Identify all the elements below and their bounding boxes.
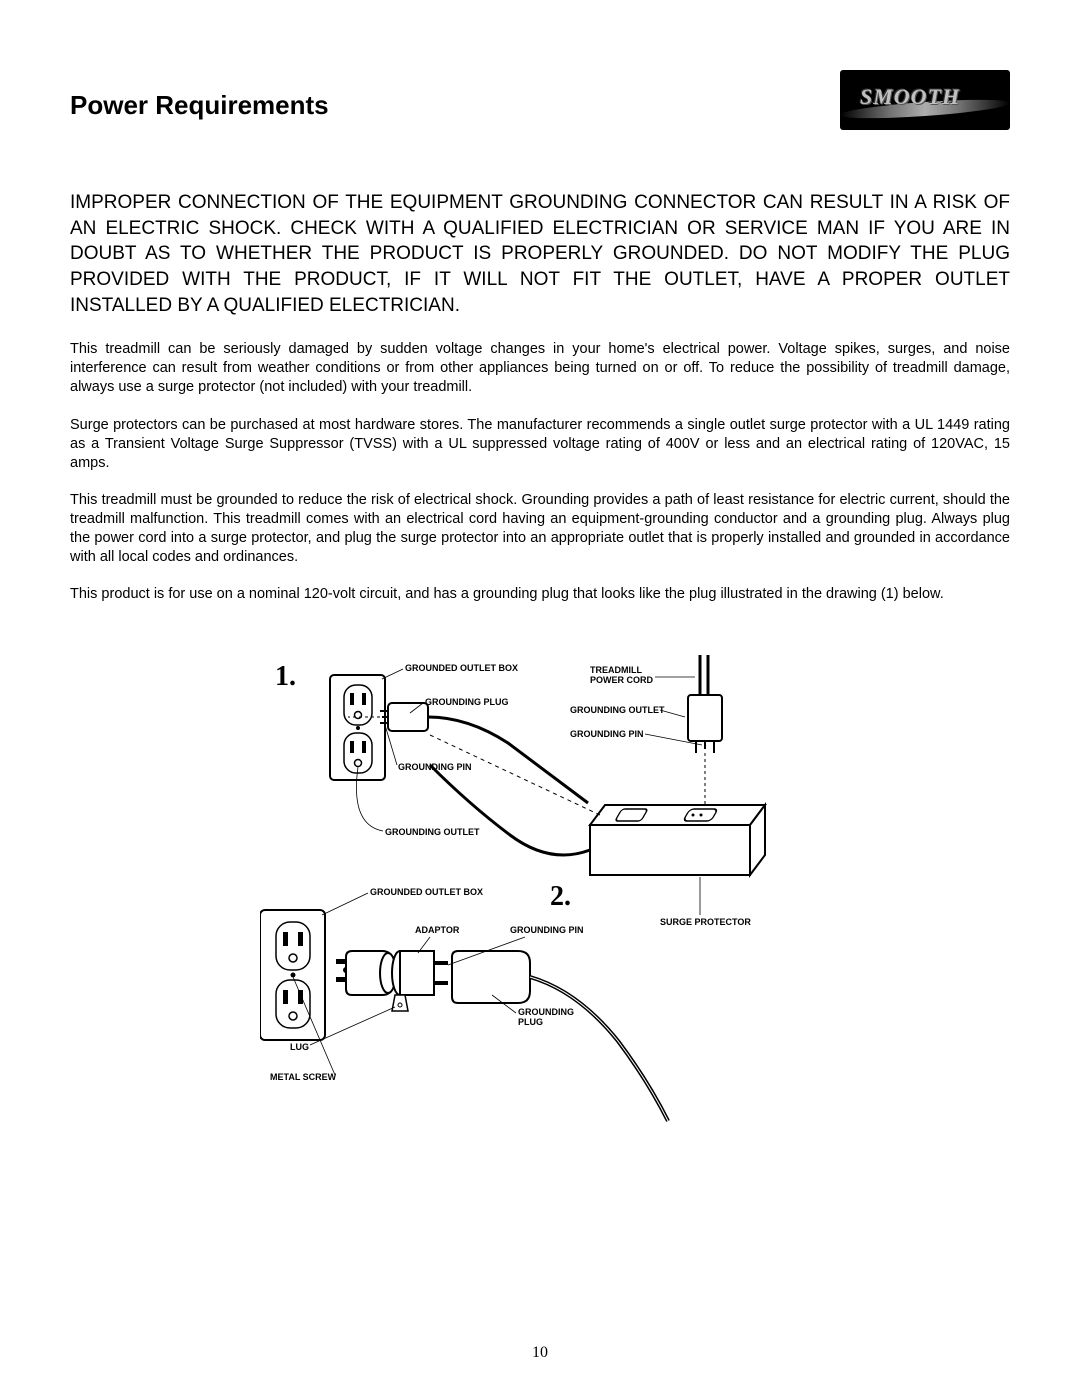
label-grounding-pin-1: GROUNDING PIN — [398, 762, 472, 772]
label-surge-protector: SURGE PROTECTOR — [660, 917, 751, 927]
label-grounding-outlet-2: GROUNDING OUTLET — [570, 705, 665, 715]
label-grounded-outlet-box-2: GROUNDED OUTLET BOX — [370, 887, 483, 897]
plug-lower — [336, 951, 396, 995]
outlet-box-2 — [260, 910, 325, 1040]
header-row: Power Requirements SMOOTH — [70, 70, 1010, 130]
label-adaptor: ADAPTOR — [415, 925, 460, 935]
label-treadmill-cord-2: POWER CORD — [590, 675, 654, 685]
label-metal-screw: METAL SCREW — [270, 1072, 337, 1082]
label-grounding-plug-1: GROUNDING PLUG — [425, 697, 509, 707]
adaptor — [392, 951, 448, 1011]
page-title: Power Requirements — [70, 90, 329, 121]
wiring-diagram: 1. — [260, 655, 820, 1140]
diagram-numeral-2: 2. — [550, 881, 571, 912]
label-grounding-plug-3b: PLUG — [518, 1017, 543, 1027]
body-paragraph-2: Surge protectors can be purchased at mos… — [70, 416, 1010, 473]
page-number: 10 — [0, 1344, 1080, 1362]
diagram-numeral-1: 1. — [275, 661, 296, 692]
label-lug: LUG — [290, 1042, 309, 1052]
manual-page: Power Requirements SMOOTH IMPROPER CONNE… — [0, 0, 1080, 1397]
label-grounding-plug-3a: GROUNDING — [518, 1007, 574, 1017]
body-paragraph-4: This product is for use on a nominal 120… — [70, 585, 1010, 604]
logo-text: SMOOTH — [860, 84, 960, 110]
warning-paragraph: IMPROPER CONNECTION OF THE EQUIPMENT GRO… — [70, 190, 1010, 318]
plug-to-surge — [688, 655, 722, 805]
label-grounding-outlet-1: GROUNDING OUTLET — [385, 827, 480, 837]
body-paragraph-3: This treadmill must be grounded to reduc… — [70, 491, 1010, 568]
brand-logo: SMOOTH — [840, 70, 1010, 130]
label-grounded-outlet-box-1: GROUNDED OUTLET BOX — [405, 663, 518, 673]
surge-protector — [430, 765, 765, 875]
label-grounding-pin-2: GROUNDING PIN — [570, 729, 644, 739]
body-paragraph-1: This treadmill can be seriously damaged … — [70, 340, 1010, 397]
label-grounding-pin-3: GROUNDING PIN — [510, 925, 584, 935]
outlet-box-1 — [330, 675, 385, 780]
grounding-plug-lower — [452, 951, 668, 1121]
diagram-svg: 1. — [260, 655, 820, 1135]
label-treadmill-cord-1: TREADMILL — [590, 665, 642, 675]
